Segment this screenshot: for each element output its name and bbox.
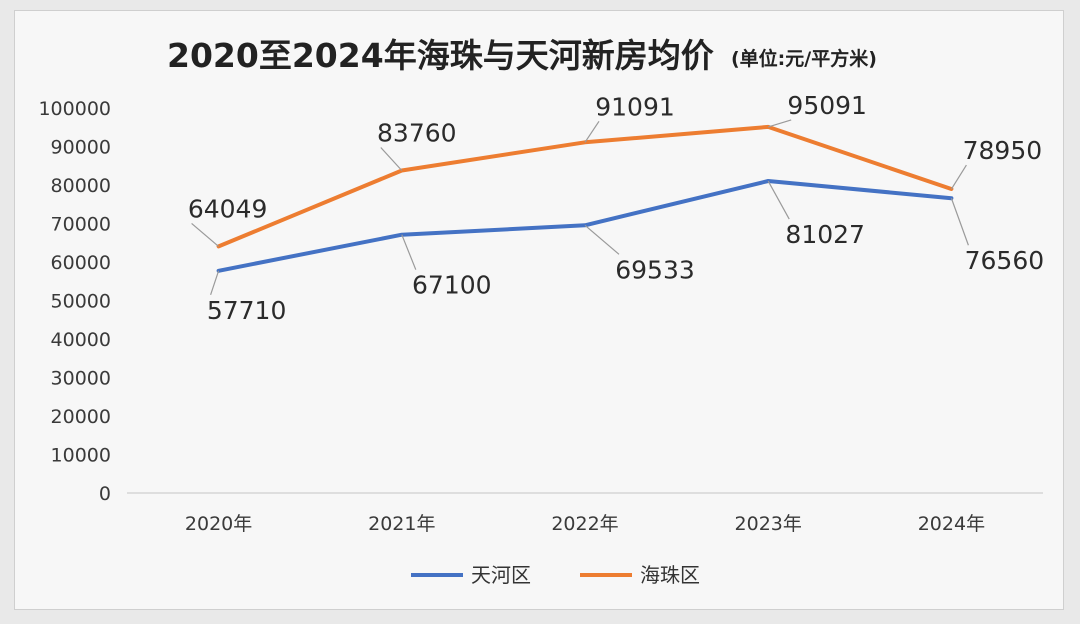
axes: 0 10000 20000 30000 40000 50000 60000 70000 8000…: [38, 98, 1043, 535]
leader-line: [767, 180, 790, 220]
chart-title: 2020至2024年海珠与天河新房均价: [167, 36, 714, 75]
legend: 天河区 海珠区: [411, 563, 700, 587]
x-tick-label: 2022年: [551, 513, 618, 535]
y-tick-label: 90000: [51, 137, 111, 159]
series-line-2: [216, 124, 954, 249]
chart-frame: 2020至2024年海珠与天河新房均价 (单位:元/平方米) 0 10000 200…: [14, 10, 1064, 610]
x-tick-label: 2023年: [735, 513, 802, 535]
data-label: 69533: [615, 255, 695, 284]
data-labels: 57710 67100 69533 81027 76560 64049 83760 91091…: [188, 91, 1044, 325]
series-lines: [216, 124, 954, 273]
y-tick-label: 100000: [38, 98, 111, 120]
legend-label: 天河区: [471, 563, 531, 587]
legend-label: 海珠区: [640, 563, 700, 587]
leader-line: [191, 222, 219, 247]
leader-line: [950, 164, 967, 190]
data-label: 64049: [188, 194, 268, 223]
leader-line: [584, 120, 600, 143]
y-tick-label: 60000: [51, 252, 111, 274]
y-tick-label: 80000: [51, 175, 111, 197]
x-tick-label: 2021年: [368, 513, 435, 535]
leader-line: [401, 234, 417, 270]
x-tick-label: 2024年: [918, 513, 985, 535]
data-label: 76560: [965, 246, 1045, 275]
leader-line: [584, 224, 620, 255]
y-tick-label: 20000: [51, 406, 111, 428]
y-tick-label: 30000: [51, 368, 111, 390]
y-tick-label: 40000: [51, 329, 111, 351]
y-tick-label: 0: [99, 483, 111, 505]
data-label: 95091: [787, 91, 867, 120]
leader-line: [950, 198, 969, 246]
leader-line: [768, 119, 792, 128]
data-label: 57710: [207, 296, 287, 325]
y-tick-label: 70000: [51, 214, 111, 236]
leader-line: [210, 270, 220, 296]
line-chart: 2020至2024年海珠与天河新房均价 (单位:元/平方米) 0 10000 200…: [38, 36, 1044, 587]
y-tick-label: 50000: [51, 291, 111, 313]
x-tick-label: 2020年: [185, 513, 252, 535]
data-label: 81027: [785, 220, 865, 249]
chart-unit-subtitle: (单位:元/平方米): [731, 47, 877, 70]
data-label: 78950: [963, 136, 1043, 165]
data-label: 83760: [377, 119, 457, 148]
leader-line: [380, 147, 403, 171]
data-label: 91091: [595, 92, 675, 121]
data-label: 67100: [412, 271, 492, 300]
y-tick-label: 10000: [51, 445, 111, 467]
